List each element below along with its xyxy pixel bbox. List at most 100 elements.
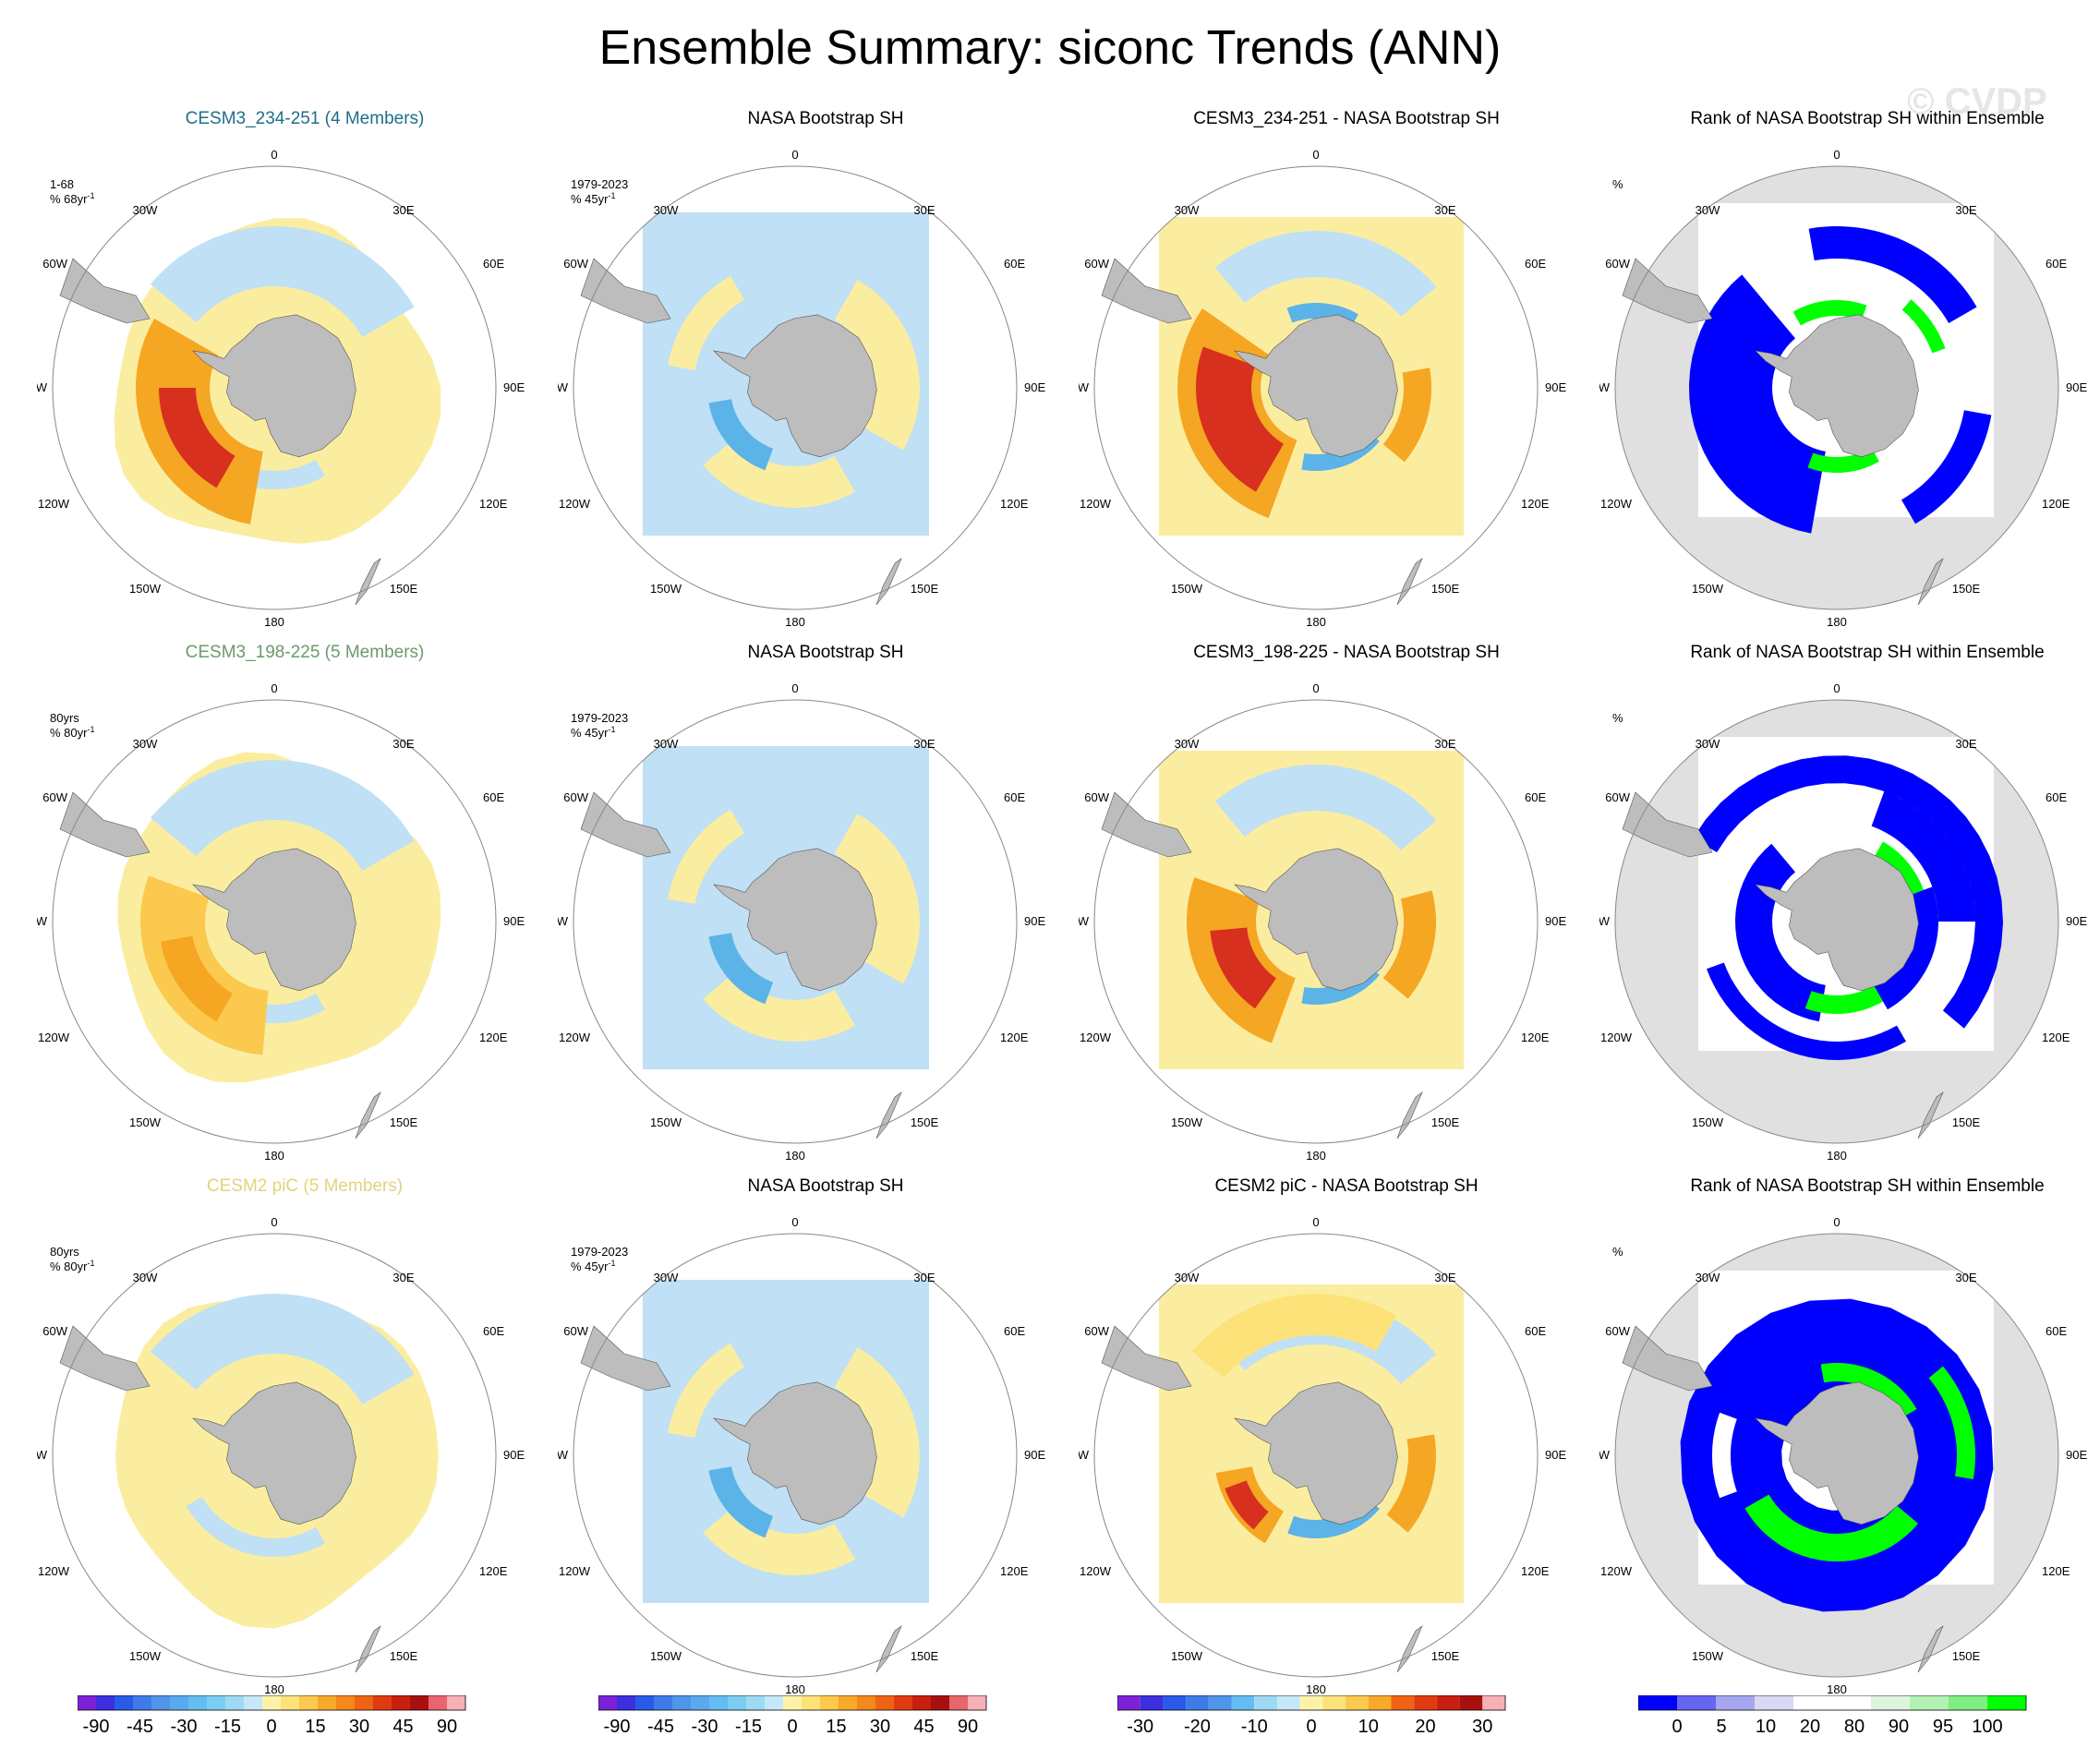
colorbar-swatch (1208, 1695, 1232, 1710)
colorbar-swatch (765, 1695, 783, 1710)
longitude-label: 60W (563, 257, 588, 271)
colorbar-swatch (1254, 1695, 1277, 1710)
longitude-label: 30W (133, 203, 158, 217)
colorbar-tick-label: 0 (1672, 1717, 1682, 1737)
colorbar-tick-label: 95 (1933, 1717, 1953, 1737)
polar-map: 0 180 30W 30E 60W 60E 90W 90E 120W 120E 150W 150E (1079, 681, 1566, 1163)
colorbar-frame (1117, 1695, 1506, 1711)
longitude-label: 90E (2066, 914, 2087, 928)
longitude-label: 150W (650, 582, 682, 596)
map-border (573, 699, 1018, 1144)
longitude-label: 180 (785, 1682, 805, 1696)
colorbar-tick-label: -30 (171, 1717, 198, 1737)
panel-note-period: 1979-2023 (571, 1245, 628, 1259)
longitude-label: 90E (2066, 1448, 2087, 1462)
colorbar-swatch (355, 1695, 373, 1710)
panel-note-period: 1979-2023 (571, 177, 628, 191)
panel-note-period: 1979-2023 (571, 711, 628, 725)
longitude-label: 30E (1434, 737, 1455, 751)
colorbar-tick-label: 5 (1716, 1717, 1726, 1737)
colorbar-swatch (1949, 1695, 1987, 1710)
colorbar-swatch (207, 1695, 225, 1710)
polar-map: 0 180 30W 30E 60W 60E 90W 90E 120W 120E 150W 150E% (1599, 1215, 2087, 1696)
new-zealand-landmass (1396, 1091, 1423, 1139)
longitude-label: 60W (42, 790, 67, 804)
colorbar-tick-label: -20 (1184, 1717, 1211, 1737)
map-border (1093, 699, 1539, 1144)
colorbar-swatch (1910, 1695, 1949, 1710)
longitude-label: 90E (1545, 914, 1566, 928)
map-panel: NASA Bootstrap SH 0 180 30W 30E 60W 60E 90W 90E 1… (558, 1176, 1075, 1712)
longitude-label: 30W (1696, 203, 1720, 217)
longitude-label: 60E (1525, 1324, 1546, 1338)
colorbar-tick-label: -90 (604, 1717, 631, 1737)
colorbar-swatch (225, 1695, 244, 1710)
longitude-label: 90E (1024, 1448, 1045, 1462)
south-america-landmass (1622, 791, 1713, 858)
longitude-label: 150E (1431, 1115, 1460, 1129)
colorbar-swatch (1832, 1695, 1871, 1710)
longitude-label: 150E (390, 1649, 418, 1663)
colorbar-tick-label: 0 (1306, 1717, 1316, 1737)
longitude-label: 30W (654, 203, 679, 217)
longitude-label: 180 (785, 1149, 805, 1163)
longitude-label: 120W (559, 497, 591, 511)
longitude-label: 120W (1080, 1031, 1112, 1044)
longitude-label: 120W (1080, 497, 1112, 511)
panel-note-period: % (1612, 1245, 1623, 1259)
colorbar-tick-label: 20 (1415, 1717, 1435, 1737)
longitude-label: 60W (1605, 257, 1630, 271)
colorbar-swatch (170, 1695, 188, 1710)
map-panel: Rank of NASA Bootstrap SH within Ensembl… (1599, 1176, 2100, 1712)
longitude-label: 150W (1692, 582, 1724, 596)
colorbar-swatch (1987, 1695, 2026, 1710)
longitude-label: 30E (913, 203, 935, 217)
longitude-label: 60W (42, 257, 67, 271)
antarctica-landmass (192, 848, 356, 992)
colorbar-swatch (931, 1695, 949, 1710)
map-panel: NASA Bootstrap SH 0 180 30W 30E 60W 60E 90W 90E 1… (558, 109, 1075, 645)
colorbar-swatch (392, 1695, 410, 1710)
south-america-landmass (59, 1325, 151, 1392)
colorbar-tick-label: 10 (1756, 1717, 1776, 1737)
new-zealand-landmass (875, 1625, 902, 1673)
colorbar-frame (598, 1695, 987, 1711)
longitude-label: 60E (483, 790, 504, 804)
colorbar-tick-label: 10 (1358, 1717, 1379, 1737)
new-zealand-landmass (1917, 558, 1944, 606)
longitude-label: 120E (1000, 1564, 1029, 1578)
longitude-label: 30W (654, 1271, 679, 1284)
longitude-label: 90W (37, 1448, 48, 1462)
colorbar-swatch (188, 1695, 207, 1710)
longitude-label: 150W (650, 1115, 682, 1129)
panel-note-period: % (1612, 711, 1623, 725)
colorbar-swatch (1117, 1695, 1141, 1710)
panel-title: CESM2 piC (5 Members) (206, 1176, 404, 1196)
longitude-label: 60W (563, 1324, 588, 1338)
colorbar-swatch (410, 1695, 428, 1710)
colorbar-swatch (151, 1695, 170, 1710)
longitude-label: 60W (1084, 790, 1109, 804)
colorbar-tick-label: -90 (83, 1717, 110, 1737)
longitude-label: 30E (1434, 203, 1455, 217)
longitude-label: 0 (1833, 1215, 1840, 1229)
antarctica-landmass (192, 1381, 356, 1525)
longitude-label: 120E (2042, 497, 2070, 511)
colorbar-swatch (1346, 1695, 1369, 1710)
colorbar-swatch (672, 1695, 691, 1710)
colorbar-swatch (1755, 1695, 1793, 1710)
colorbar-swatch (1638, 1695, 1677, 1710)
south-america-landmass (1101, 258, 1192, 324)
longitude-label: 150W (1692, 1649, 1724, 1663)
longitude-label: 120E (479, 1031, 508, 1044)
map-panel: Rank of NASA Bootstrap SH within Ensembl… (1599, 109, 2100, 645)
colorbar-swatch (709, 1695, 728, 1710)
longitude-label: 120W (1600, 1564, 1633, 1578)
polar-map: 0 180 30W 30E 60W 60E 90W 90E 120W 120E 150W 150E 19… (558, 148, 1045, 629)
colorbar-swatch (1391, 1695, 1415, 1710)
longitude-label: 60E (483, 1324, 504, 1338)
colorbar-swatch (447, 1695, 465, 1710)
map-border (52, 699, 497, 1144)
longitude-label: 150E (911, 1115, 939, 1129)
longitude-label: 90W (1079, 1448, 1090, 1462)
